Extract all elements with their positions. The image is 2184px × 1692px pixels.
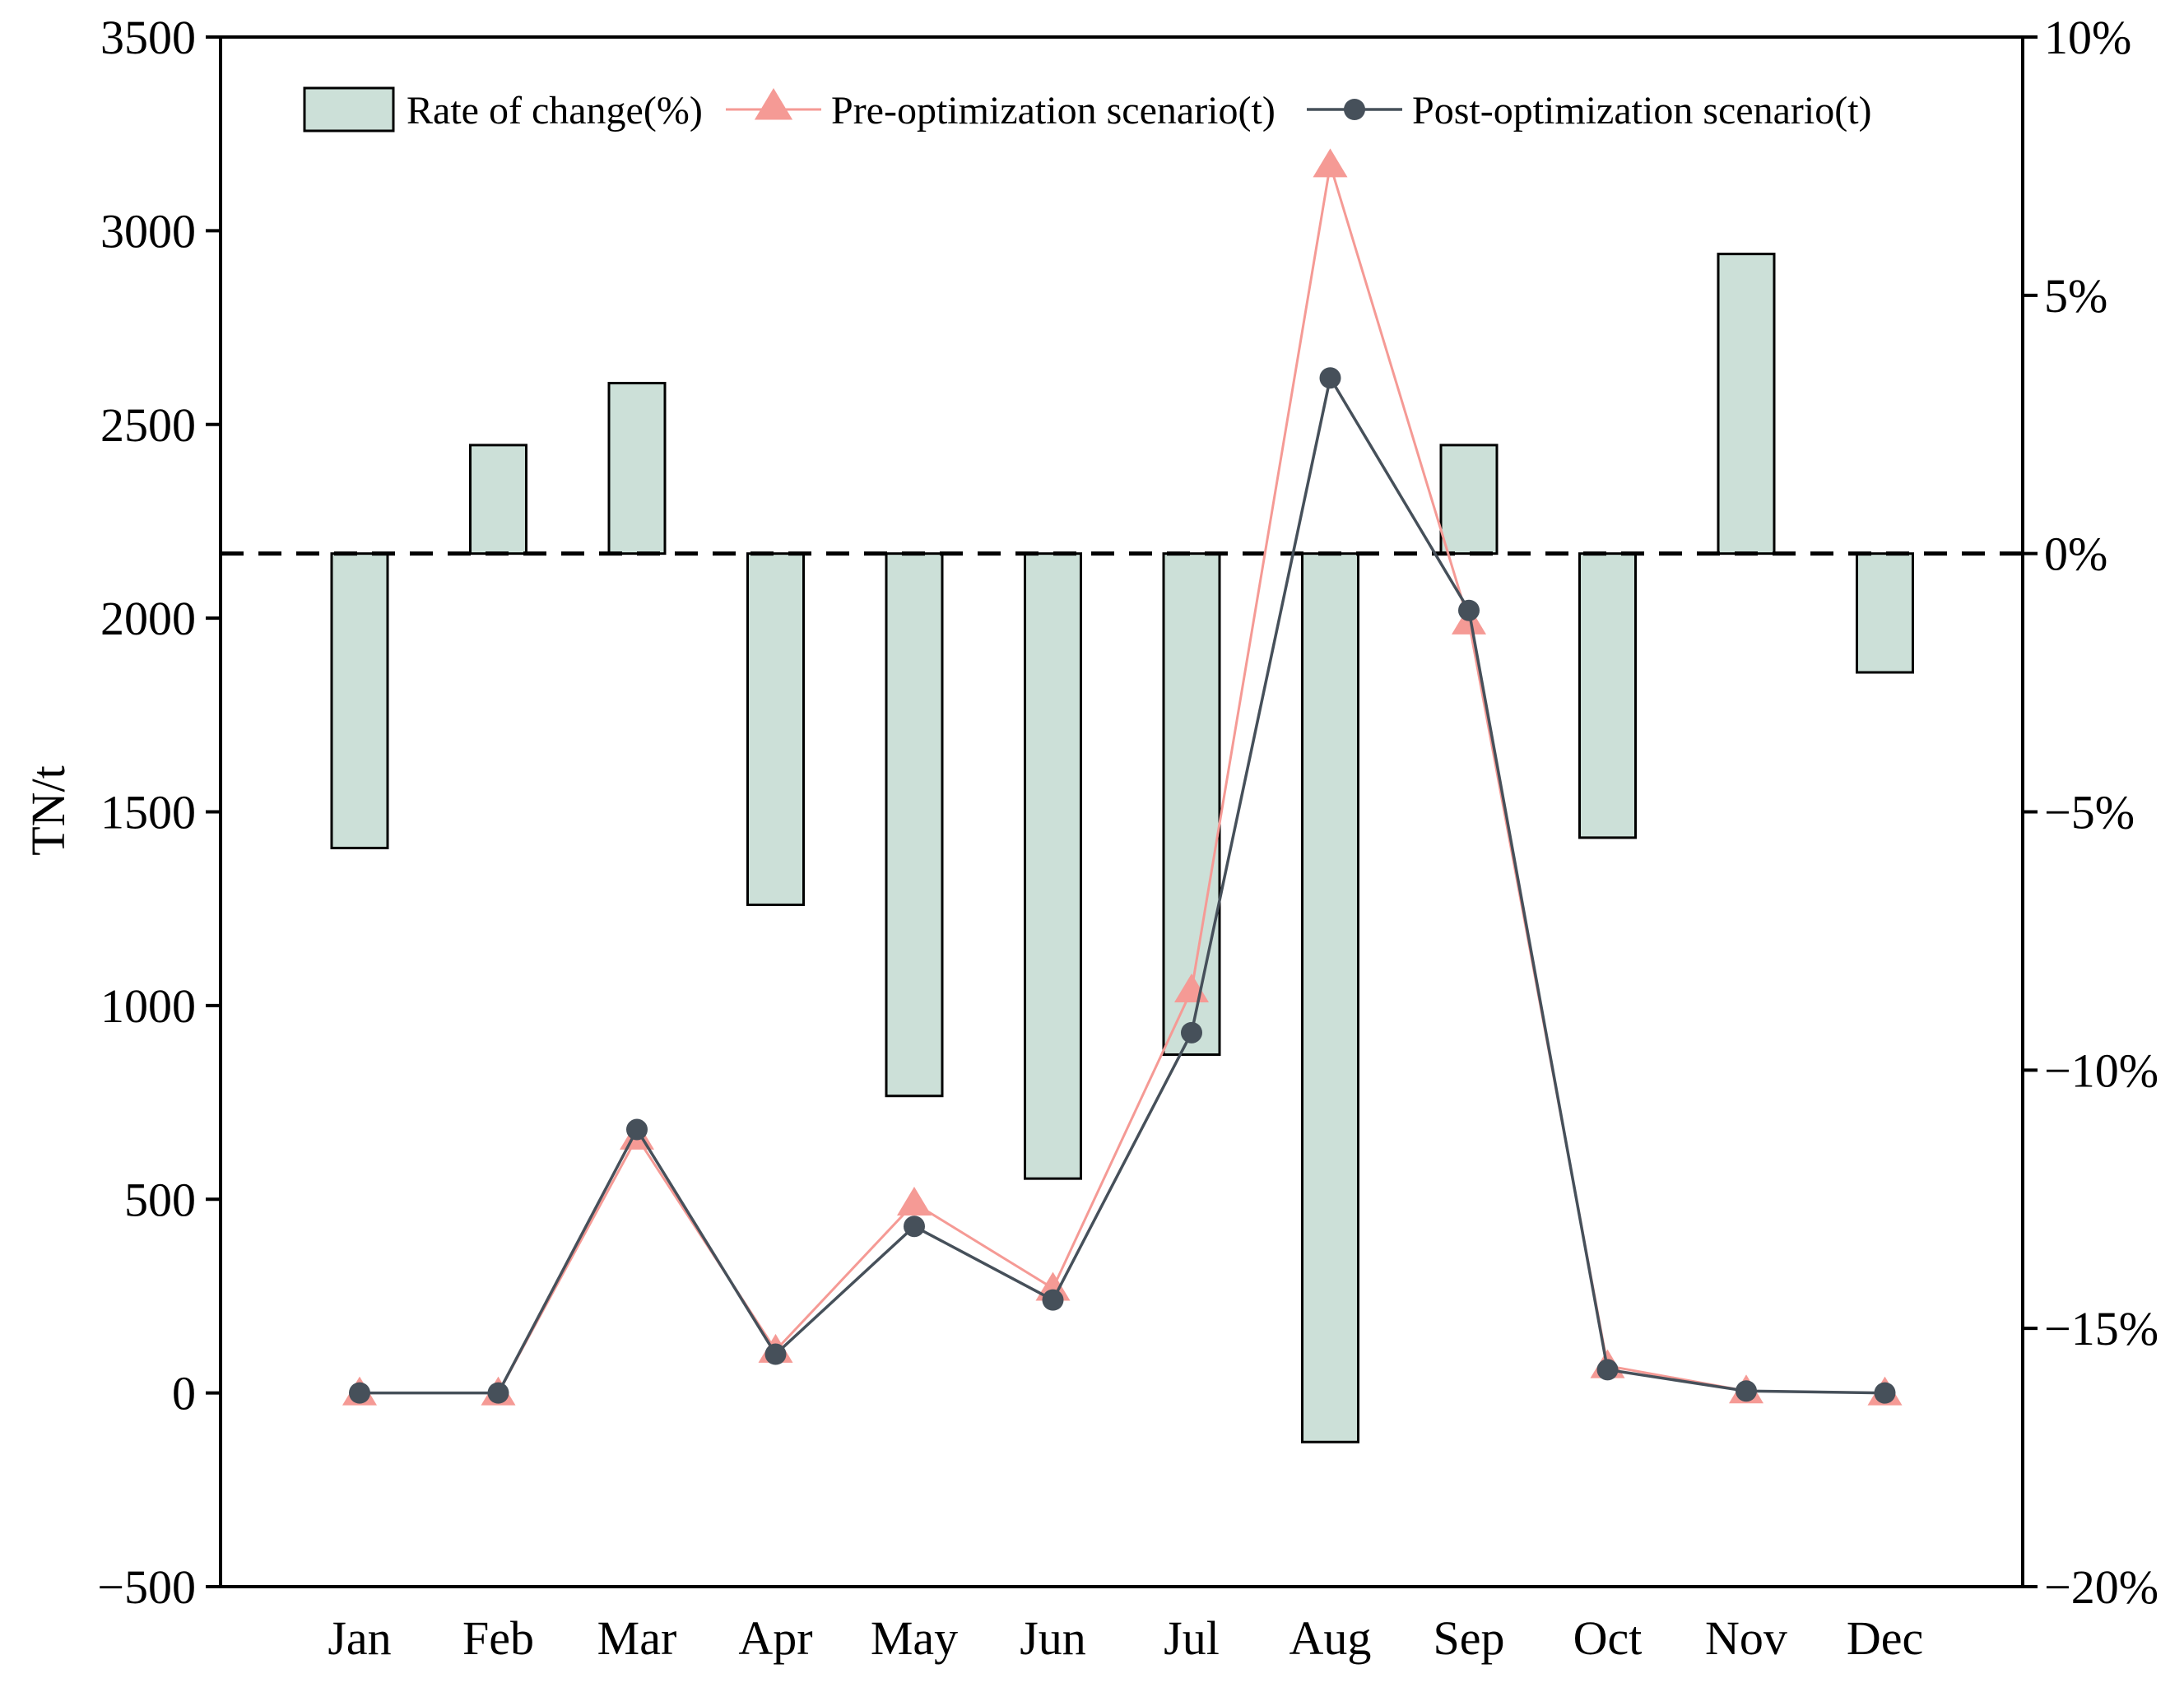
legend-swatch-rate-of-change bbox=[303, 86, 395, 132]
bar-oct bbox=[1578, 552, 1637, 839]
x-tick-label-dec: Dec bbox=[1847, 1611, 1923, 1665]
bar-nov bbox=[1717, 253, 1776, 555]
y-tick-label: −500 bbox=[97, 1560, 196, 1614]
pre-optimization-point-aug bbox=[1313, 148, 1348, 178]
y2-tick-label: −15% bbox=[2044, 1302, 2158, 1355]
bar-feb bbox=[469, 444, 527, 555]
x-tick-label-may: May bbox=[871, 1611, 958, 1665]
y-tick-label: 1500 bbox=[100, 786, 196, 839]
legend-label-rate-of-change: Rate of change(%) bbox=[407, 89, 703, 132]
bar-mar bbox=[607, 382, 667, 555]
pre-optimization-point-may bbox=[897, 1186, 932, 1216]
x-tick-label-oct: Oct bbox=[1573, 1611, 1643, 1665]
post-optimization-point-mar bbox=[626, 1118, 648, 1141]
axes: −500 0 500 1000 1500 2000 2500 3000 3500 −20% −15%… bbox=[21, 11, 2158, 1665]
bar-aug bbox=[1301, 552, 1359, 1443]
post-optimization-line bbox=[360, 374, 1885, 1395]
bar-jan bbox=[330, 552, 389, 849]
x-tick-label-feb: Feb bbox=[462, 1611, 534, 1665]
post-optimization-point-oct bbox=[1596, 1359, 1619, 1381]
y2-tick-label: −20% bbox=[2044, 1560, 2158, 1614]
x-tick-label-jan: Jan bbox=[328, 1611, 391, 1665]
y2-tick-label: 10% bbox=[2044, 11, 2131, 64]
legend-label-pre-optimization: Pre-optimization scenario(t) bbox=[831, 89, 1276, 132]
y2-tick-label: −10% bbox=[2044, 1044, 2158, 1097]
post-optimization-point-sep bbox=[1458, 599, 1480, 621]
post-optimization-point-apr bbox=[764, 1343, 787, 1365]
y-tick-label: 0 bbox=[172, 1367, 196, 1420]
bar-sep bbox=[1439, 444, 1499, 555]
y-tick-label: 500 bbox=[124, 1173, 196, 1226]
y-tick-label: 3000 bbox=[100, 204, 196, 258]
x-tick-label-apr: Apr bbox=[738, 1611, 812, 1665]
legend-marker-pre-optimization bbox=[754, 88, 793, 120]
post-optimization-point-jun bbox=[1042, 1289, 1064, 1311]
bar-jun bbox=[1024, 552, 1082, 1180]
bar-dec bbox=[1856, 552, 1914, 674]
post-optimization-point-may bbox=[904, 1216, 925, 1238]
x-tick-label-mar: Mar bbox=[597, 1611, 677, 1665]
bar-may bbox=[885, 552, 944, 1098]
legend: Rate of change(%) Pre-optimization scenar… bbox=[303, 86, 1872, 132]
legend-label-post-optimization: Post-optimization scenario(t) bbox=[1412, 89, 1872, 132]
x-tick-label-nov: Nov bbox=[1705, 1611, 1787, 1665]
bar-apr bbox=[746, 552, 805, 906]
x-tick-label-jun: Jun bbox=[1020, 1611, 1086, 1665]
y2-tick-label: 0% bbox=[2044, 528, 2107, 581]
x-tick-label-aug: Aug bbox=[1289, 1611, 1372, 1665]
y2-tick-label: −5% bbox=[2044, 786, 2135, 839]
legend-marker-post-optimization bbox=[1344, 99, 1365, 120]
y-tick-label: 2000 bbox=[100, 592, 196, 645]
post-optimization-point-feb bbox=[487, 1382, 509, 1404]
y2-tick-label: 5% bbox=[2044, 269, 2107, 323]
post-optimization-point-dec bbox=[1874, 1382, 1896, 1404]
y-tick-label: 1000 bbox=[100, 979, 196, 1033]
x-tick-label-sep: Sep bbox=[1434, 1611, 1505, 1665]
y-tick-label: 3500 bbox=[100, 11, 196, 64]
pre-optimization-line bbox=[360, 164, 1885, 1395]
y-axis-title: TN/t bbox=[21, 765, 75, 856]
post-optimization-point-jul bbox=[1181, 1021, 1202, 1044]
post-optimization-point-aug bbox=[1319, 367, 1341, 389]
pre-optimization-point-jun bbox=[1035, 1271, 1071, 1301]
x-tick-label-jul: Jul bbox=[1164, 1611, 1220, 1665]
post-optimization-point-nov bbox=[1736, 1380, 1757, 1402]
post-optimization-point-jan bbox=[349, 1382, 370, 1404]
y-tick-label: 2500 bbox=[100, 398, 196, 452]
plot-area bbox=[221, 148, 2023, 1443]
bar-jul bbox=[1162, 552, 1221, 1057]
